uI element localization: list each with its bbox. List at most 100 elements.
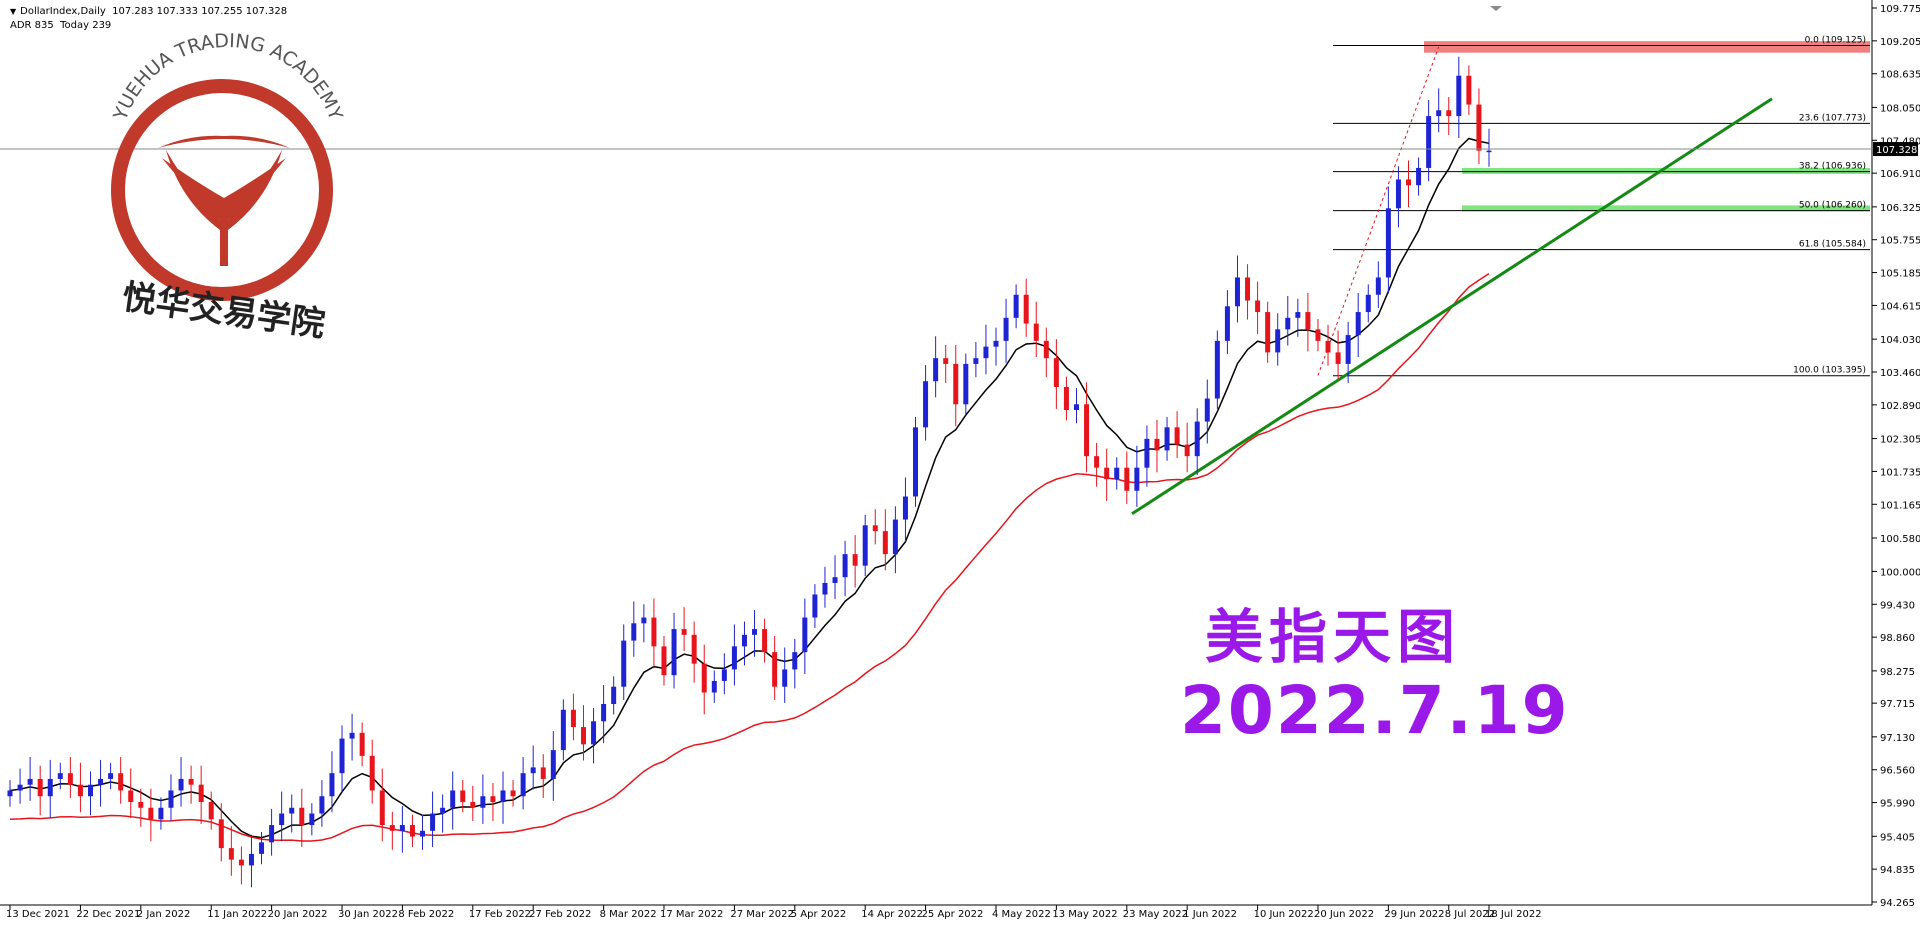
candle-body <box>57 773 63 779</box>
candle-body <box>259 842 265 854</box>
candle-body <box>520 773 526 797</box>
candle-body <box>1335 352 1341 364</box>
candle-body <box>440 807 446 814</box>
candle-body <box>309 813 315 826</box>
scroll-marker-icon[interactable] <box>1490 6 1502 11</box>
y-tick-label: 106.325 <box>1880 203 1920 214</box>
candle-body <box>1416 167 1422 186</box>
candle-body <box>379 790 385 826</box>
candle-body <box>279 813 285 826</box>
candle-body <box>1385 208 1391 278</box>
candle-body <box>611 686 617 705</box>
y-tick-label: 97.130 <box>1880 733 1915 744</box>
candle-body <box>591 721 597 745</box>
candle-body <box>389 825 395 831</box>
candle-body <box>570 709 576 728</box>
candle-body <box>47 778 53 797</box>
x-tick-label: 30 Jan 2022 <box>338 909 398 920</box>
candle-body <box>701 663 707 693</box>
price-tag <box>1873 142 1918 157</box>
candle-body <box>1285 317 1291 330</box>
candle-body <box>1476 104 1482 151</box>
ema-slow-line <box>9 273 1490 842</box>
candle-body <box>1033 323 1039 341</box>
candle-body <box>752 629 758 635</box>
x-tick-label: 17 Mar 2022 <box>660 909 723 920</box>
y-tick-label: 100.000 <box>1880 567 1920 578</box>
y-tick-label: 105.185 <box>1880 269 1920 280</box>
y-tick-label: 104.615 <box>1880 301 1920 312</box>
candle-body <box>913 427 919 497</box>
x-tick-label: 8 Mar 2022 <box>600 909 657 920</box>
symbol-line: DollarIndex,Daily 107.283 107.333 107.25… <box>20 6 288 17</box>
candle-body <box>1265 312 1271 353</box>
candle-body <box>963 363 969 405</box>
candle-body <box>862 525 868 566</box>
candle-body <box>1043 340 1049 359</box>
candle-body <box>1255 300 1261 313</box>
candle-body <box>822 582 828 595</box>
candle-body <box>1486 150 1492 153</box>
candle-body <box>409 825 415 837</box>
ema-fast-line <box>9 137 1490 839</box>
annotation-title: 美指天图 <box>1205 603 1462 671</box>
logo-arc-text: YUEHUA TRADING ACADEMY <box>109 30 347 124</box>
y-tick-label: 103.460 <box>1880 368 1920 379</box>
y-tick-label: 95.405 <box>1880 832 1915 843</box>
candle-body <box>87 784 93 797</box>
candle-body <box>671 629 677 676</box>
y-tick-label: 101.735 <box>1880 467 1920 478</box>
candle-body <box>1154 438 1160 451</box>
candle-body <box>1073 404 1079 411</box>
candle-body <box>530 767 536 774</box>
collapse-caret-icon[interactable]: ▼ <box>10 7 17 16</box>
x-tick-label: 8 Feb 2022 <box>398 909 454 920</box>
candle-body <box>460 790 466 802</box>
x-tick-label: 14 Apr 2022 <box>861 909 923 920</box>
candle-body <box>933 358 939 382</box>
candle-body <box>359 732 365 756</box>
candle-body <box>550 750 556 779</box>
x-tick-label: 11 Jan 2022 <box>207 909 267 920</box>
candle-body <box>1406 179 1412 186</box>
y-tick-label: 105.755 <box>1880 236 1920 247</box>
candle-body <box>329 773 335 797</box>
candle-body <box>118 773 124 791</box>
x-tick-label: 20 Jun 2022 <box>1314 909 1374 920</box>
fib-label: 100.0 (103.395) <box>1793 366 1866 376</box>
candle-body <box>339 738 345 774</box>
y-tick-label: 107.480 <box>1880 136 1920 147</box>
y-tick-label: 94.835 <box>1880 865 1915 876</box>
fibonacci-levels: 0.0 (109.125) 23.6 (107.773) 38.2 (106.936… <box>1317 35 1870 377</box>
candle-body <box>721 669 727 681</box>
fib-label: 50.0 (106.260) <box>1799 201 1866 211</box>
candle-body <box>560 709 566 751</box>
highlight-zones <box>1424 41 1870 212</box>
candle-body <box>792 652 798 670</box>
x-tick-label: 13 Dec 2021 <box>6 909 70 920</box>
y-tick-label: 108.635 <box>1880 70 1920 81</box>
fib-label: 23.6 (107.773) <box>1799 113 1866 123</box>
y-tick-label: 106.910 <box>1880 169 1920 180</box>
x-tick-label: 23 May 2022 <box>1123 909 1188 920</box>
y-tick-label: 109.205 <box>1880 37 1920 48</box>
y-tick-label: 100.580 <box>1880 534 1920 545</box>
candle-body <box>1234 277 1240 307</box>
y-tick-label: 98.275 <box>1880 667 1915 678</box>
candle-body <box>711 680 717 693</box>
candle-body <box>27 778 33 785</box>
candle-body <box>7 790 13 797</box>
candle-body <box>1094 456 1100 468</box>
candle-body <box>892 519 898 555</box>
candle-body <box>1013 294 1019 318</box>
candle-body <box>832 577 838 583</box>
y-tick-label: 109.775 <box>1880 4 1920 15</box>
x-tick-label: 5 Apr 2022 <box>791 909 846 920</box>
candle-body <box>540 767 546 779</box>
candle-body <box>178 778 184 791</box>
x-tick-label: 4 May 2022 <box>992 909 1051 920</box>
candle-body <box>1345 335 1351 364</box>
candle-body <box>1214 340 1220 399</box>
x-tick-label: 17 Feb 2022 <box>469 909 531 920</box>
x-tick-label: 22 Dec 2021 <box>76 909 140 920</box>
